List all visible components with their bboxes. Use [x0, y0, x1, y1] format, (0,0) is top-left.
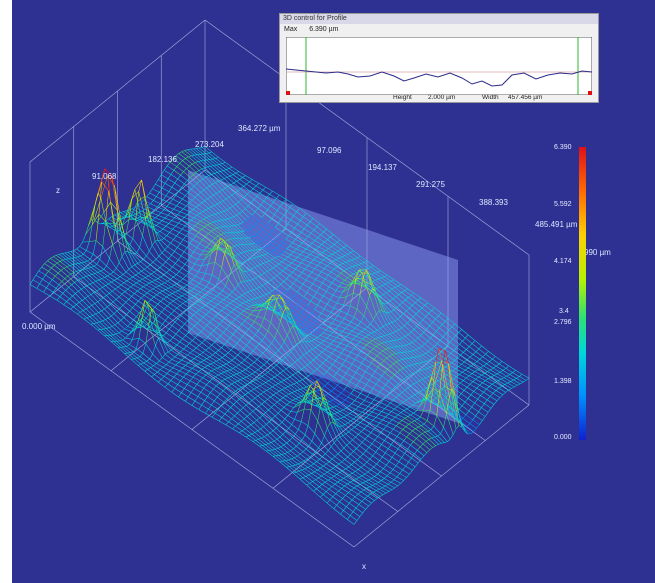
x-axis-label: x	[362, 562, 366, 571]
colorbar-tick-5: 2.796	[554, 319, 572, 326]
z-axis-label: z	[56, 186, 60, 195]
width-label: Width	[482, 94, 499, 101]
x-tick-2: 182.136	[148, 155, 177, 164]
surface-3d-viewport[interactable]: 91.068 182.136 273.204 364.272 µm 97.096…	[12, 0, 655, 583]
profile-left-handle	[286, 91, 290, 95]
colorbar-tick-4: 3.4	[559, 308, 569, 315]
y-tick-2: 194.137	[368, 163, 397, 172]
x-tick-3: 273.204	[195, 140, 224, 149]
max-label: Max	[284, 26, 298, 33]
x-tick-1: 91.068	[92, 172, 117, 181]
y-end-label: 485.491 µm	[535, 220, 578, 229]
width-value: 457.456 µm	[508, 94, 543, 101]
profile-line	[286, 68, 592, 87]
z-side-label: 990 µm	[584, 248, 611, 257]
height-label: Height	[393, 94, 412, 101]
y-tick-4: 388.393	[479, 198, 508, 207]
surface-plot[interactable]	[12, 0, 655, 583]
profile-window-title: 3D control for Profile	[280, 14, 598, 24]
profile-graph[interactable]	[286, 37, 592, 95]
z-origin-label: 0.000 µm	[22, 322, 56, 331]
colorbar-tick-3: 4.174	[554, 258, 572, 265]
height-value: 2.000 µm	[428, 94, 456, 101]
max-value: 6.390 µm	[309, 26, 339, 33]
profile-right-handle	[588, 91, 592, 95]
colorbar-tick-2: 5.592	[554, 201, 572, 208]
y-tick-3: 291.275	[416, 180, 445, 189]
colorbar-tick-7: 0.000	[554, 434, 572, 441]
height-colorbar	[579, 147, 586, 440]
profile-window[interactable]: 3D control for Profile Max 6.390 µm Heig…	[279, 13, 599, 103]
y-tick-1: 97.096	[317, 146, 342, 155]
colorbar-tick-6: 1.398	[554, 378, 572, 385]
x-tick-4: 364.272 µm	[238, 124, 281, 133]
colorbar-tick-1: 6.390	[554, 144, 572, 151]
